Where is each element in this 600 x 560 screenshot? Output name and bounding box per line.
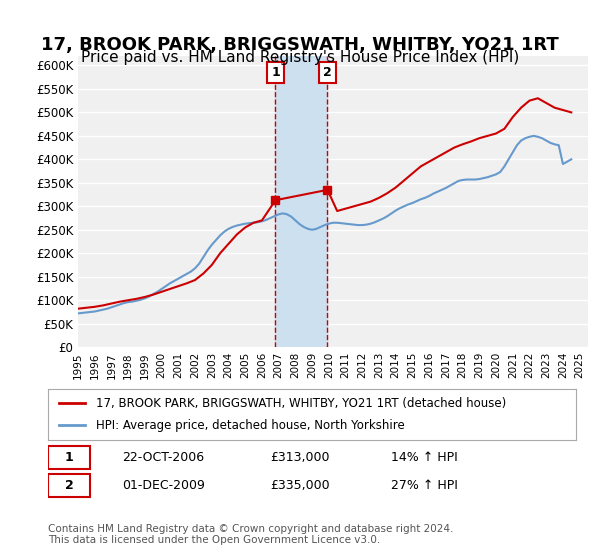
Text: £313,000: £313,000 [270,451,329,464]
Text: 17, BROOK PARK, BRIGGSWATH, WHITBY, YO21 1RT (detached house): 17, BROOK PARK, BRIGGSWATH, WHITBY, YO21… [95,397,506,410]
Text: 2: 2 [65,479,73,492]
Text: 17, BROOK PARK, BRIGGSWATH, WHITBY, YO21 1RT: 17, BROOK PARK, BRIGGSWATH, WHITBY, YO21… [41,36,559,54]
Text: 22-OCT-2006: 22-OCT-2006 [122,451,204,464]
Text: 27% ↑ HPI: 27% ↑ HPI [391,479,458,492]
FancyBboxPatch shape [48,474,90,497]
Text: 1: 1 [271,66,280,79]
Text: 2: 2 [323,66,332,79]
Bar [275,56,328,347]
Text: Price paid vs. HM Land Registry's House Price Index (HPI): Price paid vs. HM Land Registry's House … [81,50,519,66]
Text: 14% ↑ HPI: 14% ↑ HPI [391,451,458,464]
Text: 01-DEC-2009: 01-DEC-2009 [122,479,205,492]
FancyBboxPatch shape [48,446,90,469]
Text: 1: 1 [65,451,73,464]
Text: £335,000: £335,000 [270,479,329,492]
Text: HPI: Average price, detached house, North Yorkshire: HPI: Average price, detached house, Nort… [95,419,404,432]
Text: Contains HM Land Registry data © Crown copyright and database right 2024.
This d: Contains HM Land Registry data © Crown c… [48,524,454,545]
